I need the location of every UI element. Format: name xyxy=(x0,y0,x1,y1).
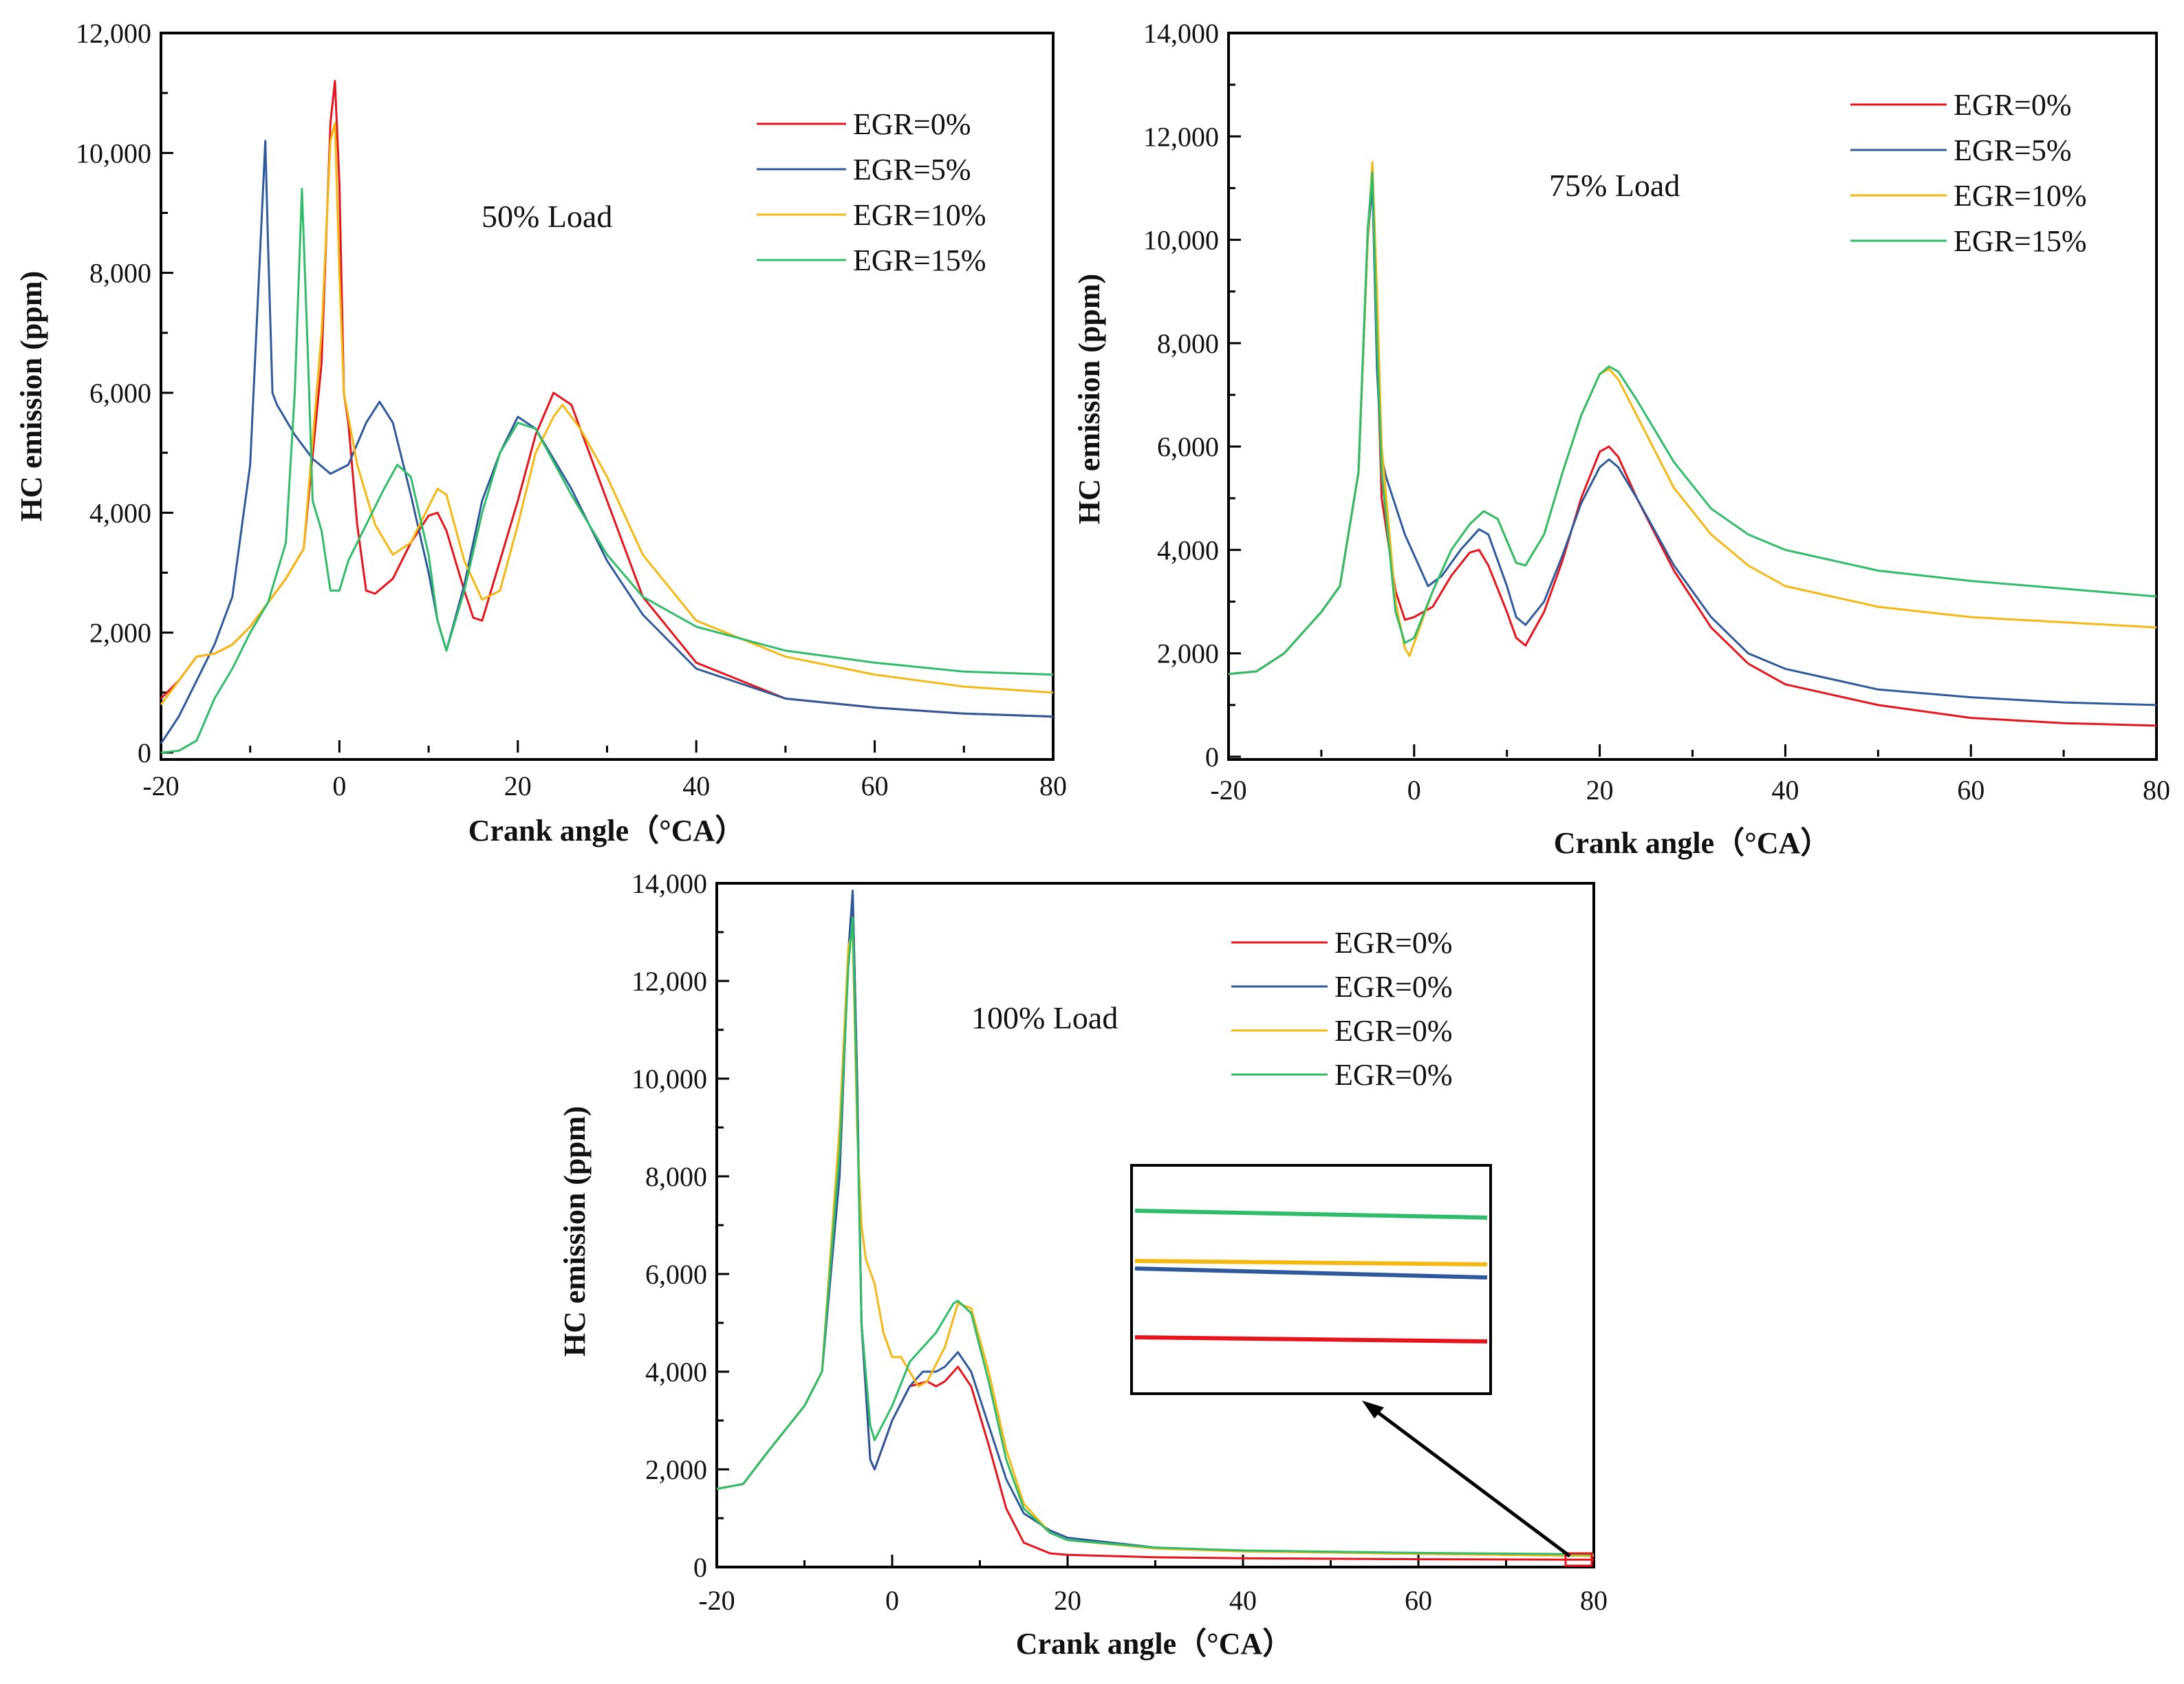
y-tick-label: 6,000 xyxy=(1157,431,1219,462)
plot-frame xyxy=(160,32,1055,761)
legend-label: EGR=15% xyxy=(1954,224,2086,258)
y-axis-title: HC emission (ppm) xyxy=(558,1106,592,1357)
series-line-blue xyxy=(716,889,1594,1557)
y-tick-label: 8,000 xyxy=(89,258,151,289)
y-tick-label: 2,000 xyxy=(1157,638,1219,669)
y-tick-label: 8,000 xyxy=(1157,328,1219,359)
y-tick-label: 8,000 xyxy=(645,1161,707,1192)
legend-label: EGR=0% xyxy=(1334,970,1452,1004)
legend-label: EGR=0% xyxy=(1954,88,2071,122)
x-tick-label: -20 xyxy=(142,770,179,801)
legend-label: EGR=15% xyxy=(853,244,986,277)
load-annotation: 100% Load xyxy=(971,1000,1118,1035)
load-annotation: 75% Load xyxy=(1549,168,1680,203)
x-tick-label: 60 xyxy=(1957,775,1985,806)
zoom-arrow xyxy=(1369,1405,1571,1558)
legend-label: EGR=0% xyxy=(853,107,971,141)
tick-labels: -20 0 20 40 60 8002,0004,0006,0008,00010,0001… xyxy=(1143,18,2170,806)
x-tick-label: 20 xyxy=(1054,1585,1081,1616)
series-lines xyxy=(1228,161,2157,727)
inset-frame xyxy=(1130,1164,1492,1395)
y-tick-label: 2,000 xyxy=(89,618,151,649)
y-tick-label: 10,000 xyxy=(631,1064,707,1094)
series-lines xyxy=(160,80,1054,754)
x-tick-label: 0 xyxy=(332,770,346,801)
x-tick-label: 20 xyxy=(504,770,532,801)
y-tick-label: 6,000 xyxy=(89,378,151,409)
y-tick-label: 10,000 xyxy=(76,138,151,169)
x-tick-label: 0 xyxy=(1407,775,1421,806)
inset-yellow-line xyxy=(1134,1259,1488,1266)
zoom-inset xyxy=(1130,1164,1492,1395)
y-tick-label: 14,000 xyxy=(1143,18,1219,49)
y-axis-title: HC emission (ppm) xyxy=(1072,274,1106,524)
x-tick-label: -20 xyxy=(1210,775,1246,806)
legend-label: EGR=0% xyxy=(1334,926,1452,960)
y-tick-label: 10,000 xyxy=(1143,225,1219,256)
series-line-green xyxy=(716,916,1594,1555)
series-line-green xyxy=(1228,171,2157,676)
legend-label: EGR=10% xyxy=(1954,179,2086,213)
inset-blue-line xyxy=(1134,1266,1488,1280)
tick-labels: -20 0 20 40 60 8002,0004,0006,0008,00010,0001… xyxy=(631,868,1608,1616)
inset-green-line xyxy=(1134,1209,1488,1220)
axis-ticks xyxy=(1227,32,2158,758)
x-tick-label: 40 xyxy=(682,770,710,801)
legend-label: EGR=5% xyxy=(1954,133,2071,167)
x-tick-label: 80 xyxy=(1580,1585,1608,1616)
load-annotation: 50% Load xyxy=(482,199,612,234)
y-tick-label: 12,000 xyxy=(1143,121,1219,152)
series-line-green xyxy=(160,188,1054,754)
legend-label: EGR=10% xyxy=(853,198,986,232)
y-tick-label: 4,000 xyxy=(89,497,151,528)
y-tick-label: 4,000 xyxy=(1157,535,1219,565)
x-tick-label: 60 xyxy=(861,770,889,801)
x-axis-title: Crank angle（°CA） xyxy=(468,814,746,848)
series-lines xyxy=(716,889,1594,1561)
zoom-arrow-head xyxy=(1362,1401,1384,1418)
x-tick-label: 40 xyxy=(1771,775,1799,806)
y-tick-label: 0 xyxy=(138,737,151,768)
chart-75-load: -20 0 20 40 60 8002,0004,0006,0008,00010,0001… xyxy=(1072,18,2170,860)
legend-label: EGR=0% xyxy=(1334,1058,1452,1092)
chart-50-load: -20 0 20 40 60 8002,0004,0006,0008,00010,0001… xyxy=(14,18,1067,848)
y-tick-label: 6,000 xyxy=(645,1259,707,1290)
legend: EGR=0% EGR=5% EGR=10% EGR=15% xyxy=(757,107,986,277)
zoom-region-marker xyxy=(1564,1552,1593,1567)
y-tick-label: 0 xyxy=(693,1552,707,1583)
legend: EGR=0% EGR=0% EGR=0% EGR=0% xyxy=(1231,926,1452,1092)
x-tick-label: 80 xyxy=(1039,770,1067,801)
y-tick-label: 2,000 xyxy=(645,1454,707,1485)
inset-red-line xyxy=(1134,1335,1488,1343)
legend-label: EGR=0% xyxy=(1334,1014,1452,1048)
y-tick-label: 14,000 xyxy=(631,868,707,899)
x-axis-title: Crank angle（°CA） xyxy=(1016,1627,1293,1661)
x-tick-label: -20 xyxy=(698,1585,735,1616)
x-tick-label: 40 xyxy=(1229,1585,1257,1616)
tick-labels: -20 0 20 40 60 8002,0004,0006,0008,00010,0001… xyxy=(76,18,1067,801)
y-tick-label: 0 xyxy=(1205,742,1219,773)
axis-ticks xyxy=(715,882,1595,1568)
chart-100-load: -20 0 20 40 60 8002,0004,0006,0008,00010,0001… xyxy=(558,868,1608,1661)
legend-label: EGR=5% xyxy=(853,153,971,186)
y-tick-label: 12,000 xyxy=(631,966,707,997)
y-tick-label: 12,000 xyxy=(76,18,151,49)
plot-frame xyxy=(1227,32,2158,761)
y-axis-title: HC emission (ppm) xyxy=(14,271,48,521)
y-tick-label: 4,000 xyxy=(645,1357,707,1388)
x-tick-label: 80 xyxy=(2143,775,2170,806)
x-axis-title: Crank angle（°CA） xyxy=(1554,826,1831,860)
series-line-blue xyxy=(160,140,1054,744)
x-tick-label: 0 xyxy=(885,1585,899,1616)
x-tick-label: 20 xyxy=(1586,775,1614,806)
x-tick-label: 60 xyxy=(1405,1585,1432,1616)
legend: EGR=0% EGR=5% EGR=10% EGR=15% xyxy=(1850,88,2086,258)
